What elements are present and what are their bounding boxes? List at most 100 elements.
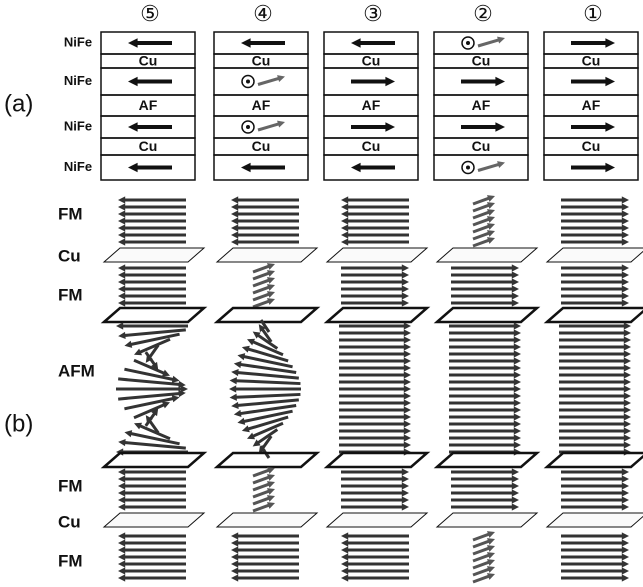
spin — [473, 212, 490, 218]
spin-head — [512, 468, 519, 475]
spin-head — [231, 560, 238, 567]
spin-head — [622, 475, 629, 482]
spin-head — [514, 434, 521, 441]
spin-arrow-head — [385, 77, 395, 87]
spin-arrow-head — [605, 163, 615, 173]
spin-head — [624, 413, 631, 420]
interface-plane — [547, 453, 643, 467]
cell-label: Cu — [582, 53, 601, 69]
spin-head — [341, 224, 348, 231]
tilted-arrow — [478, 164, 499, 170]
out-dot — [246, 80, 250, 84]
layer-label: FM — [58, 204, 83, 223]
cell-label: AF — [252, 97, 271, 113]
cell-label: Cu — [472, 53, 491, 69]
spin-head — [622, 482, 629, 489]
spin-arrow-head — [385, 122, 395, 132]
spin-head — [231, 402, 238, 409]
column-number: ⑤ — [140, 1, 160, 26]
spin-head — [404, 350, 411, 357]
tilted-arrow — [258, 78, 279, 84]
spin-head — [404, 413, 411, 420]
spin-head — [514, 350, 521, 357]
layer-box — [214, 68, 308, 95]
spin-arrow-head — [351, 163, 361, 173]
spin-head — [341, 532, 348, 539]
spin-arrow-head — [241, 38, 251, 48]
spin-head — [624, 385, 631, 392]
spin-head — [514, 441, 521, 448]
spin-head — [242, 346, 250, 353]
spin-head — [230, 377, 237, 384]
interface-plane — [327, 308, 427, 322]
spin-head — [404, 336, 411, 343]
spin-arrow-head — [605, 77, 615, 87]
spin-head — [512, 271, 519, 278]
spin-head — [118, 332, 125, 339]
cell-label: Cu — [582, 138, 601, 154]
tilted-arrow — [478, 40, 499, 46]
spin-head — [404, 357, 411, 364]
spin-head — [622, 546, 629, 553]
spin-head — [118, 503, 125, 510]
spacer-plane — [104, 513, 204, 527]
interface-plane — [104, 308, 204, 322]
spin-head — [404, 322, 411, 329]
spin-head — [622, 210, 629, 217]
spin — [473, 569, 490, 575]
spin-head — [118, 574, 125, 581]
spin-head — [514, 364, 521, 371]
spin-head — [622, 560, 629, 567]
spin — [253, 266, 270, 272]
spin-head — [514, 357, 521, 364]
cell-label: AF — [362, 97, 381, 113]
spin-head — [404, 406, 411, 413]
spin — [253, 491, 270, 497]
spin-head — [512, 489, 519, 496]
cell-label: Cu — [139, 138, 158, 154]
layer-label: NiFe — [64, 118, 92, 133]
layer-label: NiFe — [64, 73, 92, 88]
spin-head — [118, 278, 125, 285]
column-number: ① — [583, 1, 603, 26]
spin-head — [341, 539, 348, 546]
tilted-arrow-head — [497, 161, 505, 168]
spin-head — [514, 420, 521, 427]
interface-plane — [104, 453, 204, 467]
interface-plane — [437, 453, 537, 467]
cell-label: Cu — [362, 53, 381, 69]
spin-head — [624, 392, 631, 399]
spin-head — [624, 350, 631, 357]
spin-arrow-head — [128, 163, 138, 173]
spin-head — [231, 546, 238, 553]
spin-head — [404, 371, 411, 378]
spin-head — [118, 217, 125, 224]
cell-label: Cu — [252, 53, 271, 69]
spin-head — [624, 378, 631, 385]
layer-box — [434, 32, 528, 54]
spacer-plane — [327, 248, 427, 262]
spin — [253, 498, 270, 504]
spin-head — [402, 299, 409, 306]
spin-head — [118, 439, 125, 446]
spin-head — [234, 410, 242, 417]
spin-head — [514, 378, 521, 385]
tilted-arrow-head — [277, 121, 285, 128]
interface-plane — [437, 308, 537, 322]
figure: (a) (b) NiFeNiFeNiFeNiFe⑤CuAFCu④CuAFCu③C… — [0, 0, 643, 587]
spin-head — [514, 371, 521, 378]
spin-arrow-head — [351, 38, 361, 48]
spin-head — [622, 271, 629, 278]
spin-head — [512, 482, 519, 489]
spin-head — [622, 292, 629, 299]
interface-plane — [327, 453, 427, 467]
spin-head — [514, 413, 521, 420]
spin-head — [622, 224, 629, 231]
spin — [253, 301, 270, 307]
spin-arrow-head — [128, 122, 138, 132]
spin-head — [116, 322, 123, 329]
cell-label: Cu — [362, 138, 381, 154]
spin — [473, 198, 490, 204]
layer-box — [434, 155, 528, 180]
spin-head — [512, 503, 519, 510]
